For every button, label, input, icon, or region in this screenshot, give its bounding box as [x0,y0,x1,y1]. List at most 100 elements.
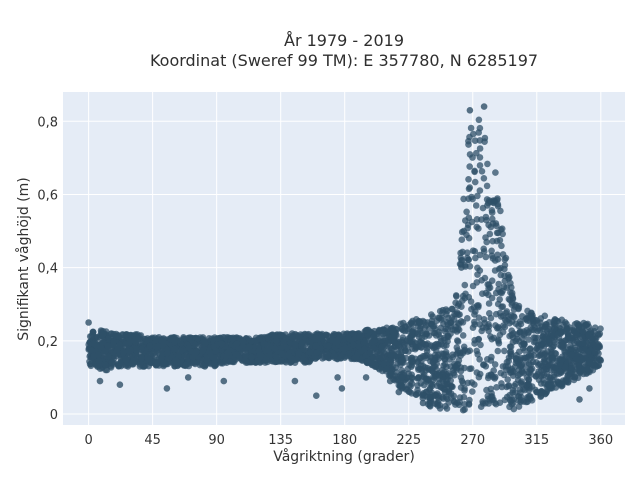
y-tick-label: 0,8 [37,115,58,130]
data-point [548,348,555,356]
data-point [436,307,444,315]
data-point [559,341,567,348]
data-point [295,350,303,357]
data-point [171,346,178,353]
data-point [437,334,444,342]
data-point [515,304,522,312]
data-point [551,373,558,381]
data-point [508,292,516,300]
data-point [399,356,407,364]
data-point [461,385,468,392]
data-point [503,308,511,315]
data-point [168,335,176,343]
data-point [494,251,501,259]
data-point [591,349,599,356]
data-point [575,321,582,328]
data-point [380,360,387,368]
data-point [570,329,578,336]
data-point [492,310,500,318]
data-point [495,286,502,293]
data-point [191,350,199,358]
data-point [481,134,489,142]
data-point [146,356,153,363]
data-point [453,344,461,351]
data-point [565,333,573,340]
data-point [457,374,465,381]
data-point [387,356,395,363]
data-point [415,374,422,382]
data-point [522,357,529,365]
data-point [514,372,522,379]
data-point [389,328,397,335]
data-point [387,370,395,377]
data-point [273,354,280,361]
data-point [278,350,286,358]
data-point [146,351,153,358]
data-point [441,356,449,363]
data-point [566,357,574,364]
data-point [212,347,219,355]
data-point [509,338,517,346]
data-point [504,376,512,383]
data-point [462,290,469,298]
data-point [165,355,172,362]
data-point [528,397,536,404]
data-point [184,374,192,381]
data-point [406,333,414,341]
data-point [323,350,331,358]
data-point [503,317,510,325]
data-point [448,314,456,321]
data-point [586,385,593,392]
data-point [463,208,470,216]
data-point [437,316,445,323]
data-point [467,298,475,305]
data-point [458,236,466,243]
data-point [541,358,548,366]
data-point [518,378,525,385]
data-point [438,341,445,348]
data-point [488,353,495,361]
data-point [484,160,491,168]
data-point [515,397,523,404]
data-point [471,167,478,175]
data-point [418,367,426,375]
data-point [584,320,591,328]
data-point [522,381,530,389]
data-point [337,355,345,362]
data-point [355,342,363,350]
data-point [461,281,469,289]
data-point [419,399,427,407]
x-tick-label: 0 [84,433,92,448]
y-tick-label: 0,4 [37,262,58,277]
data-point [516,318,524,325]
data-point [116,381,124,389]
data-point [476,154,484,161]
data-point [460,393,468,401]
data-point [133,347,140,354]
data-point [217,359,225,367]
data-point [517,389,524,397]
data-point [551,336,558,344]
data-point [254,357,262,364]
data-point [485,291,492,299]
data-point [469,154,476,161]
data-point [540,366,548,373]
data-point [468,218,476,226]
data-point [459,319,467,326]
data-point [233,351,240,358]
data-point [426,400,433,407]
data-point [116,341,123,349]
data-point [291,377,299,385]
data-point [499,230,507,238]
data-point [520,340,527,347]
data-point [568,351,575,359]
data-point [395,342,402,349]
data-point [242,352,250,359]
data-point [378,343,386,351]
data-point [575,362,583,370]
data-point [94,334,102,341]
data-point [420,373,427,380]
data-point [127,331,135,339]
data-point [453,310,460,318]
data-point [524,307,531,315]
